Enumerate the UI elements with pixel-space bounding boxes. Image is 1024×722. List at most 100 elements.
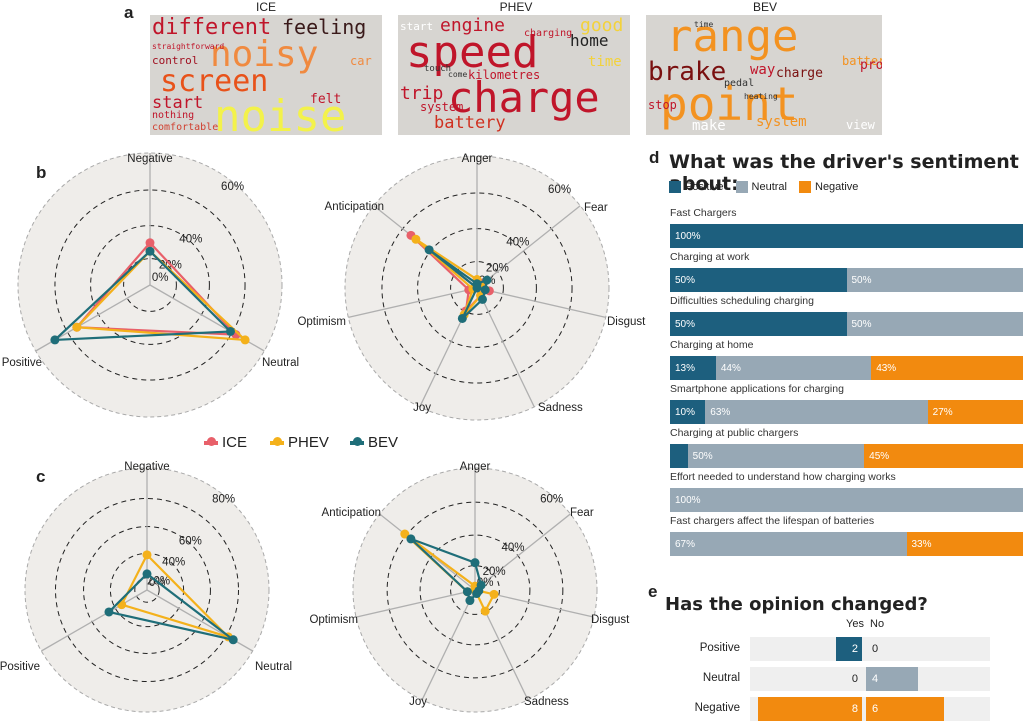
opinion-no-bar: 6 <box>866 697 944 721</box>
wc-word: touch <box>424 64 452 74</box>
bar-segment-neutral: 67% <box>670 532 907 556</box>
radar-point-bev <box>457 313 467 323</box>
radar-axis-label: Negative <box>127 153 172 165</box>
radar-grid-ring <box>55 498 239 682</box>
bar-segment-positive: 10% <box>670 400 706 424</box>
legend-item-bev: BEV <box>350 434 398 451</box>
radar-axis-line <box>476 205 581 289</box>
legend-label-neutral: Neutral <box>751 181 787 193</box>
wc-word: good <box>580 15 624 36</box>
panel-d-legend: Positive Neutral Negative <box>669 181 870 193</box>
legend-label-bev: BEV <box>368 434 399 451</box>
radar-emotion-c: Anger Fear Disgust Sadness Joy Optimism Antici… <box>309 461 630 713</box>
legend-item-ice: ICE <box>204 434 247 451</box>
radar-ring-label: 40% <box>162 556 185 568</box>
wc-word: make <box>692 118 726 134</box>
radar-axis-label: Positive <box>2 357 42 369</box>
bar-segment-neutral: 63% <box>705 400 928 424</box>
wc-word: brake <box>648 57 727 87</box>
bar-segment-neutral: 44% <box>715 356 872 380</box>
radar-point-bev <box>424 245 434 255</box>
radar-point-bev <box>462 587 472 597</box>
column-header-no: No <box>870 618 885 630</box>
radar-point-bev <box>472 589 482 599</box>
bar-category-label: Charging at work <box>670 251 750 263</box>
radar-point-phev <box>489 589 499 599</box>
bar-segment-positive: 50% <box>670 312 847 336</box>
opinion-category-label: Neutral <box>702 672 740 684</box>
radar-point-phev <box>411 234 421 244</box>
radar-series-phev <box>74 249 249 342</box>
radar-ring-label: 80% <box>212 494 235 506</box>
legend-swatch-positive <box>669 181 681 193</box>
radar-axis-line <box>355 589 476 618</box>
radar-grid-ring <box>386 501 564 679</box>
bar-category-label: Charging at public chargers <box>670 427 799 439</box>
wc-word: different <box>152 15 272 40</box>
panel-e-title: Has the opinion changed? <box>665 594 928 615</box>
radar-point-bev <box>142 569 152 579</box>
legend-swatch-neutral <box>735 181 748 193</box>
bar-segment-neutral: 50% <box>846 268 1023 292</box>
bar-segment-negative: 45% <box>864 444 1023 468</box>
legend-label-negative: Negative <box>815 181 859 193</box>
bar-segment-negative: 27% <box>927 400 1023 424</box>
radar-axis-label: Neutral <box>255 661 292 673</box>
radar-ring-label: 20% <box>483 566 506 578</box>
radar-emotion-b: Anger Fear Disgust Sadness Joy Optimism Antici… <box>297 153 646 421</box>
radar-ring-label: 40% <box>179 234 202 246</box>
wc-word: time <box>694 20 714 29</box>
radar-axis-label: Negative <box>124 461 169 473</box>
radar-axis-label: Fear <box>570 507 594 519</box>
radar-point-bev <box>225 326 235 336</box>
bar-segment-positive: 100% <box>670 224 1023 248</box>
radar-axis-label: Anticipation <box>325 201 384 213</box>
wc-word: view <box>846 118 875 132</box>
bar-category-label: Effort needed to understand how charging… <box>670 471 896 483</box>
bar-segment-positive: 13% <box>670 356 716 380</box>
radar-ring-label: 60% <box>548 184 571 196</box>
panel-letter-c: c <box>36 467 46 486</box>
radar-point-phev <box>400 529 410 539</box>
wc-word: system <box>756 114 807 130</box>
radar-axis-line <box>41 589 148 652</box>
wc-word: battery <box>842 54 882 68</box>
legend-marker-bev <box>350 436 364 446</box>
legend-label-ice: ICE <box>222 434 248 451</box>
opinion-category-label: Positive <box>699 642 740 654</box>
stacked-bar: 67% 33% <box>670 532 1023 556</box>
radar-point-bev <box>104 607 114 617</box>
wordcloud-phev: speed engine good home charge trip kilom… <box>398 15 630 135</box>
radar-ring-label: 60% <box>540 494 563 506</box>
panel-d-title: What was the driver's sentiment about: <box>669 151 1019 195</box>
radar-axis-label: Optimism <box>297 316 346 328</box>
wc-word: trip <box>400 83 444 104</box>
wc-word: battery <box>434 113 506 133</box>
radar-axis-label: Anger <box>462 153 493 165</box>
opinion-no-bar: 4 <box>866 667 918 691</box>
radar-series-phev <box>120 553 229 638</box>
radar-grid-ring <box>381 192 573 384</box>
wordcloud-title-ice: ICE <box>255 0 276 14</box>
radar-point-phev <box>142 550 152 560</box>
radar-point-phev <box>72 322 82 332</box>
legend-label-positive: Positive <box>685 181 724 193</box>
legend-marker-ice <box>204 436 218 446</box>
series-legend: ICE PHEV BEV <box>200 434 440 456</box>
bar-segment-neutral: 50% <box>846 312 1023 336</box>
radar-axis-label: Disgust <box>591 614 630 626</box>
legend-swatch-negative <box>799 181 811 193</box>
radar-axis-label: Sadness <box>524 696 569 708</box>
wc-word: straightforward <box>152 42 225 51</box>
radar-point-bev <box>145 246 155 256</box>
radar-ring-label: 0% <box>152 272 169 284</box>
wc-word: start <box>152 93 204 113</box>
radar-point-bev <box>482 275 492 285</box>
legend-marker-phev <box>270 436 284 446</box>
wc-word: noisy <box>210 34 319 75</box>
wordcloud-bev: range brake charge way point battery pro… <box>646 15 882 135</box>
radar-axis-line <box>476 287 535 408</box>
radar-axis-label: Fear <box>584 202 608 214</box>
radar-axis-label: Anger <box>460 461 491 473</box>
radar-point-ice <box>145 238 155 248</box>
